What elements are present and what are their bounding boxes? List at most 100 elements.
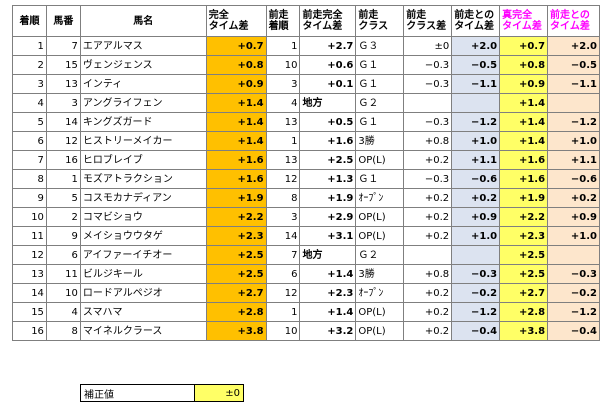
cell-num: 11 (45, 264, 81, 284)
cell-rank: 8 (12, 169, 47, 189)
cell-rank: 1 (12, 36, 47, 56)
cell-prev-rank: 13 (265, 112, 301, 132)
cell-time-diff: +1.1 (451, 150, 501, 170)
cell-time-diff (451, 245, 501, 265)
col-header: 馬番 (45, 5, 81, 37)
cell-class-diff: −0.3 (403, 169, 453, 189)
col-header: 完全 タイム差 (205, 5, 267, 37)
table-row: 3 13 インティ +0.9 3 +0.1 Ｇ１ −0.3 −1.1 +0.9 −1.1 (12, 74, 600, 94)
cell-prev-class: Ｇ２ (355, 93, 405, 113)
cell-prev-rank: 12 (265, 169, 301, 189)
cell-diff2: −1.2 (547, 302, 600, 322)
cell-name: アイファーイチオー (79, 245, 207, 265)
cell-name: メイショウウタゲ (79, 226, 207, 246)
cell-rank: 4 (12, 93, 47, 113)
correction-label: 補正値 (80, 384, 195, 402)
cell-class-diff: +0.2 (403, 188, 453, 208)
cell-prev-class: OP(L) (355, 226, 405, 246)
cell-prev-class: Ｇ１ (355, 169, 405, 189)
table-row: 4 3 アングライフェン +1.4 4 地方 Ｇ２ +1.4 (12, 93, 600, 113)
cell-prev-class: OP(L) (355, 150, 405, 170)
cell-num: 1 (45, 169, 81, 189)
cell-num: 8 (45, 321, 81, 341)
cell-shin: +1.9 (499, 188, 549, 208)
cell-rank: 3 (12, 74, 47, 94)
cell-rank: 6 (12, 131, 47, 151)
cell-prev-class: Ｇ１ (355, 55, 405, 75)
cell-name: キングズガード (79, 112, 207, 132)
table-row: 15 4 スマハマ +2.8 1 +1.4 OP(L) +0.2 −1.2 +2.8 −1.2 (12, 302, 600, 322)
cell-class-diff: +0.2 (403, 150, 453, 170)
cell-name: コマビショウ (79, 207, 207, 227)
cell-rank: 2 (12, 55, 47, 75)
cell-prev-time: +2.7 (299, 36, 357, 56)
cell-time-diff: −0.5 (451, 55, 501, 75)
cell-diff2: +1.0 (547, 131, 600, 151)
cell-rank: 5 (12, 112, 47, 132)
cell-class-diff: −0.3 (403, 55, 453, 75)
cell-time-diff: +2.0 (451, 36, 501, 56)
table-body: 1 7 エアアルマス +0.7 1 +2.7 Ｇ３ ±0 +2.0 +0.7 +2.0 2 15 ヴェンジ… (12, 36, 600, 341)
cell-kanzen: +2.5 (205, 264, 267, 284)
cell-time-diff (451, 93, 501, 113)
cell-rank: 13 (12, 264, 47, 284)
col-header: 馬名 (79, 5, 207, 37)
table-row: 8 1 モズアトラクション +1.6 12 +1.3 Ｇ１ −0.3 −0.6 +1.6 −0.6 (12, 169, 600, 189)
cell-shin: +3.8 (499, 321, 549, 341)
cell-name: インティ (79, 74, 207, 94)
cell-diff2: −0.5 (547, 55, 600, 75)
cell-prev-time: +2.9 (299, 207, 357, 227)
cell-time-diff: −1.2 (451, 302, 501, 322)
cell-shin: +2.8 (499, 302, 549, 322)
cell-time-diff: −0.4 (451, 321, 501, 341)
cell-class-diff: +0.2 (403, 321, 453, 341)
cell-shin: +1.6 (499, 169, 549, 189)
cell-rank: 12 (12, 245, 47, 265)
table-row: 12 6 アイファーイチオー +2.5 7 地方 Ｇ２ +2.5 (12, 245, 600, 265)
cell-prev-time: +3.1 (299, 226, 357, 246)
cell-name: コスモカナディアン (79, 188, 207, 208)
cell-prev-time: +3.2 (299, 321, 357, 341)
col-header: 前走との タイム差 (547, 5, 600, 37)
cell-prev-time: +1.4 (299, 302, 357, 322)
table-row: 7 16 ヒロブレイブ +1.6 13 +2.5 OP(L) +0.2 +1.1 +1.6 +1.1 (12, 150, 600, 170)
cell-diff2: −0.3 (547, 264, 600, 284)
cell-prev-rank: 3 (265, 207, 301, 227)
cell-prev-class: Ｇ１ (355, 74, 405, 94)
table-row: 2 15 ヴェンジェンス +0.8 10 +0.6 Ｇ１ −0.3 −0.5 +0.8 −0.5 (12, 55, 600, 75)
cell-rank: 16 (12, 321, 47, 341)
cell-shin: +0.8 (499, 55, 549, 75)
cell-kanzen: +1.4 (205, 93, 267, 113)
cell-diff2: +1.0 (547, 226, 600, 246)
cell-num: 10 (45, 283, 81, 303)
correction-box: 補正値 ±0 (80, 384, 244, 402)
cell-time-diff: +0.2 (451, 188, 501, 208)
cell-prev-time: +0.6 (299, 55, 357, 75)
cell-diff2: −0.6 (547, 169, 600, 189)
cell-diff2: −1.1 (547, 74, 600, 94)
cell-prev-time: +1.3 (299, 169, 357, 189)
cell-time-diff: +1.0 (451, 131, 501, 151)
table-row: 16 8 マイネルクラース +3.8 10 +3.2 OP(L) +0.2 −0.4 +3.8 −0… (12, 321, 600, 341)
cell-name: ヒストリーメイカー (79, 131, 207, 151)
cell-num: 3 (45, 93, 81, 113)
table-row: 6 12 ヒストリーメイカー +1.4 1 +1.6 3勝 +0.8 +1.0 +1.4 +1.0 (12, 131, 600, 151)
cell-class-diff: +0.2 (403, 302, 453, 322)
cell-prev-time: 地方 (299, 245, 357, 265)
cell-class-diff: −0.3 (403, 74, 453, 94)
cell-name: モズアトラクション (79, 169, 207, 189)
cell-kanzen: +2.8 (205, 302, 267, 322)
cell-prev-time: +2.3 (299, 283, 357, 303)
cell-shin: +1.4 (499, 131, 549, 151)
table-row: 1 7 エアアルマス +0.7 1 +2.7 Ｇ３ ±0 +2.0 +0.7 +2.0 (12, 36, 600, 56)
cell-prev-class: 3勝 (355, 131, 405, 151)
cell-prev-rank: 6 (265, 264, 301, 284)
cell-prev-time: +0.5 (299, 112, 357, 132)
cell-prev-class: ｵｰﾌﾟﾝ (355, 283, 405, 303)
cell-diff2: −0.2 (547, 283, 600, 303)
cell-class-diff: ±0 (403, 36, 453, 56)
cell-prev-rank: 8 (265, 188, 301, 208)
cell-name: アングライフェン (79, 93, 207, 113)
table-row: 10 2 コマビショウ +2.2 3 +2.9 OP(L) +0.2 +0.9 +2.2 +0.9 (12, 207, 600, 227)
cell-kanzen: +0.8 (205, 55, 267, 75)
